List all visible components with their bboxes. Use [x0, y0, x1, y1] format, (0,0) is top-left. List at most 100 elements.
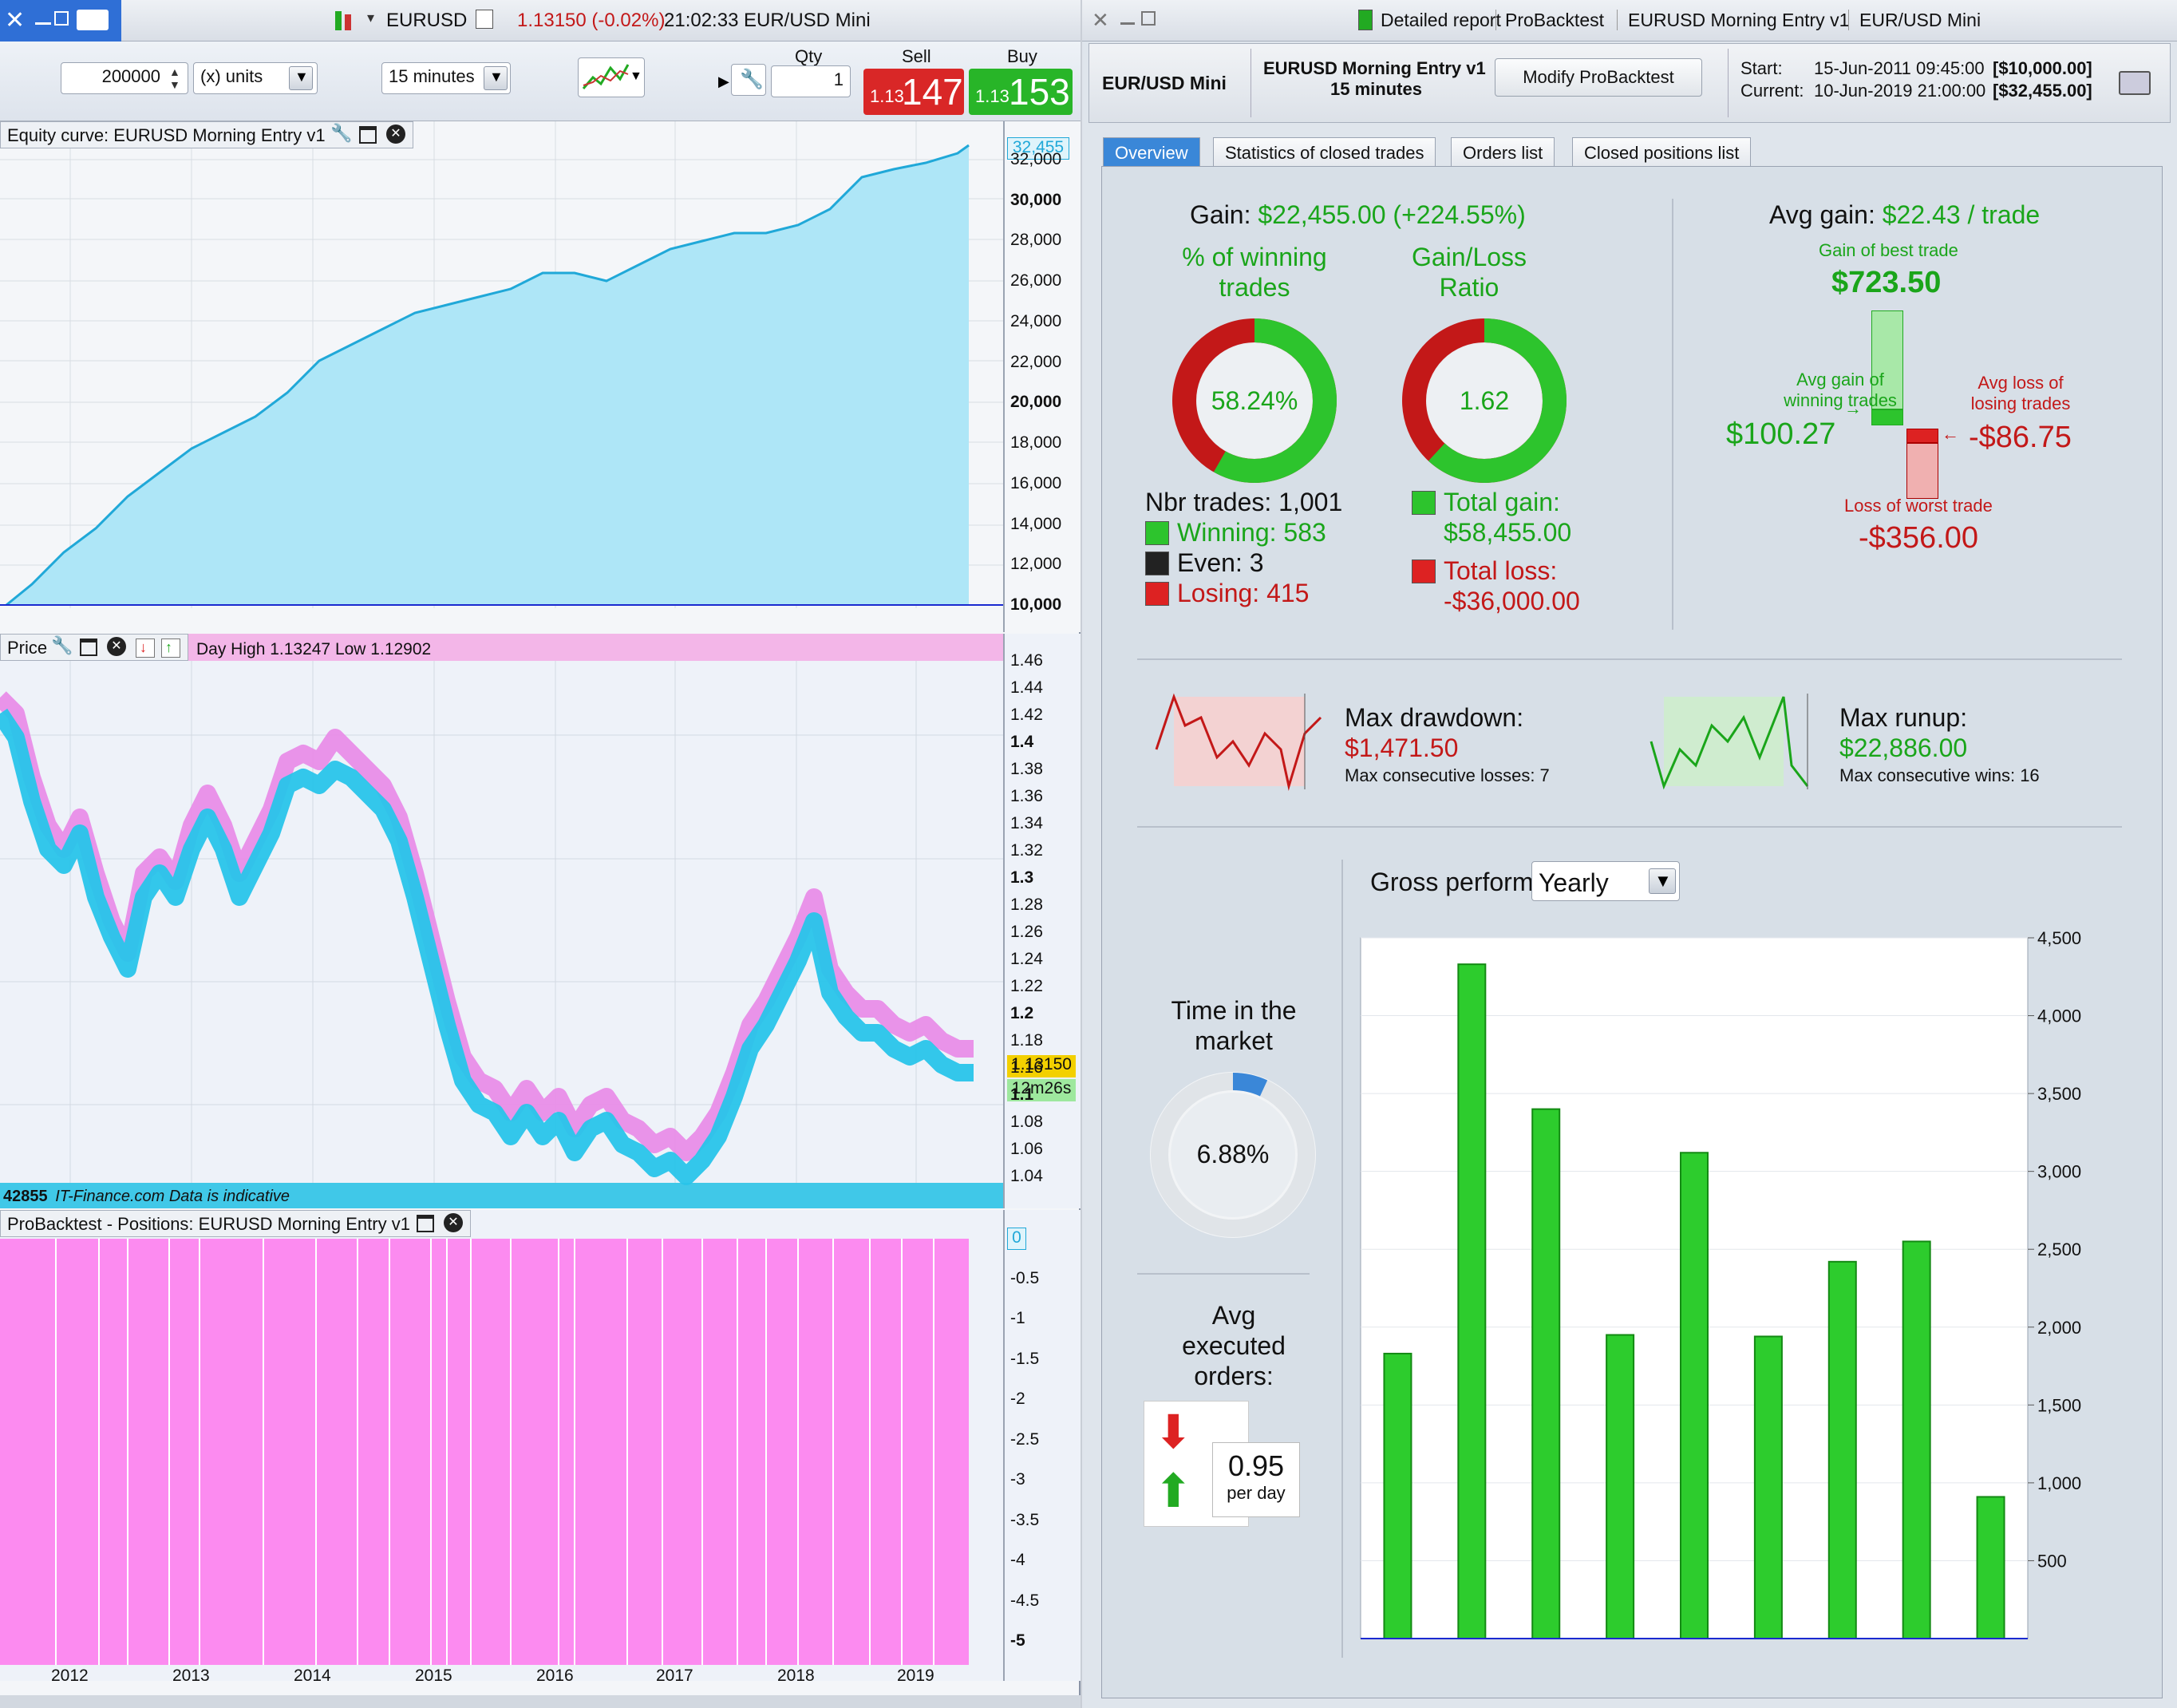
gross-performance-select[interactable]: Yearly ▼ — [1531, 861, 1680, 901]
y-tick-label: 12,000 — [1010, 555, 1062, 574]
avg-loss-value: -$86.75 — [1969, 421, 2072, 454]
y-tick-label: 1.2 — [1010, 1004, 1034, 1022]
price-panel-header: Price — [0, 634, 188, 661]
printer-icon[interactable] — [2119, 71, 2151, 95]
buy-arrow-icon[interactable]: ↑ — [161, 639, 180, 658]
equity-panel-title: Equity curve: EURUSD Morning Entry v1 — [7, 125, 326, 145]
positions-chart — [0, 1210, 1005, 1681]
y-tick-label: 32,000 — [1010, 150, 1062, 168]
gain-line: Gain: $22,455.00 (+224.55%) — [1190, 200, 1526, 230]
max-consecutive-wins: Max consecutive wins: 16 — [1839, 765, 2040, 785]
bar — [1383, 1352, 1412, 1639]
close-icon[interactable]: ✕ — [386, 125, 405, 144]
x-year-label: 2012 — [51, 1666, 89, 1685]
tab-closed-positions[interactable]: Closed positions list — [1572, 137, 1752, 168]
maximize-icon[interactable] — [1141, 11, 1156, 26]
close-icon[interactable]: ✕ — [107, 637, 126, 656]
price-panel: Price 🔧 ✕ ↓ ↑ Day High 1.13247 Low 1.129… — [0, 634, 1081, 1208]
price-panel-title: Price — [7, 638, 48, 658]
keyboard-icon[interactable] — [77, 10, 109, 30]
minimize-icon[interactable] — [1120, 22, 1135, 25]
wrench-icon[interactable]: 🔧 — [51, 635, 73, 655]
chart-window-titlebar: ✕ ▾ EURUSD 1.13150 (-0.02%) 21:02:33 EUR… — [0, 0, 1081, 42]
indicators-button[interactable]: ▼ — [578, 57, 645, 97]
x-year-label: 2016 — [536, 1666, 574, 1685]
symbol-name[interactable]: EURUSD — [386, 10, 468, 31]
title-instrument: EUR/USD Mini — [1859, 10, 1981, 30]
instrument-name: EUR/USD Mini — [744, 10, 871, 31]
window-icon[interactable] — [417, 1215, 434, 1232]
stepper-icon[interactable]: ▲ ▼ — [169, 65, 180, 91]
best-trade-bar — [1871, 310, 1903, 409]
close-icon[interactable]: ✕ — [444, 1213, 463, 1232]
timeframe-dropdown-button[interactable]: ▼ — [484, 66, 508, 90]
y-tick-label: 20,000 — [1010, 393, 1062, 412]
horizontal-divider — [1137, 826, 2122, 828]
backtest-info-bar: EUR/USD Mini EURUSD Morning Entry v1 15 … — [1088, 43, 2171, 123]
dropdown-button[interactable]: ▼ — [1649, 868, 1676, 894]
units-dropdown-button[interactable]: ▼ — [289, 66, 313, 90]
wrench-button[interactable]: 🔧 — [731, 64, 766, 96]
candle-timer-tag: 12m26s — [1007, 1079, 1076, 1101]
time-market-label: Time in the market — [1134, 995, 1333, 1056]
arrow-down-icon: ⬇ — [1154, 1406, 1193, 1458]
price-bottom-band — [0, 1183, 1004, 1208]
play-icon[interactable]: ▶ — [718, 73, 729, 89]
y-tick-label: -5 — [1010, 1631, 1025, 1650]
pct-winning-label-1: % of winning — [1182, 243, 1327, 271]
equity-area — [6, 145, 969, 605]
minimize-icon[interactable] — [35, 22, 51, 25]
window-icon[interactable] — [359, 126, 377, 144]
equity-value-tag: 32,455 — [1007, 137, 1069, 160]
quantity-input[interactable]: 200000 — [61, 62, 188, 94]
sell-arrow-icon[interactable]: ↓ — [136, 639, 155, 658]
avg-loss-bar — [1906, 429, 1938, 443]
max-drawdown-value: $1,471.50 — [1345, 733, 1459, 762]
tab-statistics[interactable]: Statistics of closed trades — [1213, 137, 1436, 168]
avg-gain-value: $22.43 / trade — [1882, 200, 2041, 229]
bar — [1606, 1334, 1635, 1639]
window-icon[interactable] — [80, 639, 97, 656]
info-system-timeframe: 15 minutes — [1330, 79, 1422, 99]
wrench-icon[interactable]: 🔧 — [330, 123, 353, 143]
bar — [1680, 1152, 1709, 1639]
maximize-icon[interactable] — [54, 11, 69, 26]
info-icon[interactable] — [476, 10, 493, 29]
positions-panel-title: ProBacktest - Positions: EURUSD Morning … — [7, 1214, 410, 1234]
title-separator — [1848, 10, 1849, 30]
arrow-up-icon: ↑ — [165, 639, 172, 655]
avg-gain-label: Avg gain: — [1769, 200, 1875, 229]
qty-label: Qty — [795, 46, 823, 66]
start-label: Start: — [1740, 58, 1783, 78]
x-year-label: 2019 — [897, 1666, 934, 1685]
current-label: Current: — [1740, 81, 1804, 101]
sell-button[interactable]: 1.13 147 — [863, 69, 964, 115]
gl-ratio-value: 1.62 — [1460, 386, 1509, 415]
footer-text: IT-Finance.com Data is indicative — [55, 1188, 290, 1205]
tab-orders-list[interactable]: Orders list — [1451, 137, 1555, 168]
close-icon[interactable]: ✕ — [5, 7, 26, 34]
qty-input[interactable]: 1 — [771, 65, 851, 97]
max-consecutive-losses: Max consecutive losses: 7 — [1345, 765, 1550, 785]
avg-win-bar — [1871, 409, 1903, 425]
day-high-low: Day High 1.13247 Low 1.12902 — [196, 640, 432, 658]
even-legend-square — [1145, 552, 1169, 575]
overview-panel: Gain: $22,455.00 (+224.55%) % of winning… — [1101, 166, 2163, 1698]
wrench-icon: 🔧 — [740, 69, 764, 90]
chevron-down-icon[interactable]: ▾ — [367, 10, 375, 26]
report-icon — [1358, 10, 1373, 30]
winning-legend-square — [1145, 521, 1169, 545]
y-tick-label: -1 — [1010, 1309, 1025, 1328]
close-icon[interactable]: ✕ — [1092, 8, 1109, 32]
info-separator — [1728, 49, 1729, 117]
donut-win-ring — [1402, 318, 1567, 483]
equity-curve-chart — [0, 121, 1006, 632]
vertical-divider — [1672, 199, 1673, 630]
tab-overview[interactable]: Overview — [1103, 137, 1200, 168]
total-loss-value: -$36,000.00 — [1444, 587, 1580, 615]
buy-button[interactable]: 1.13 153 — [969, 69, 1073, 115]
modify-probacktest-button[interactable]: Modify ProBacktest — [1495, 58, 1702, 97]
y-tick-label: 3,500 — [2037, 1084, 2081, 1104]
avg-orders-box: 0.95 per day — [1212, 1442, 1300, 1517]
positions-gaps — [55, 1239, 934, 1665]
